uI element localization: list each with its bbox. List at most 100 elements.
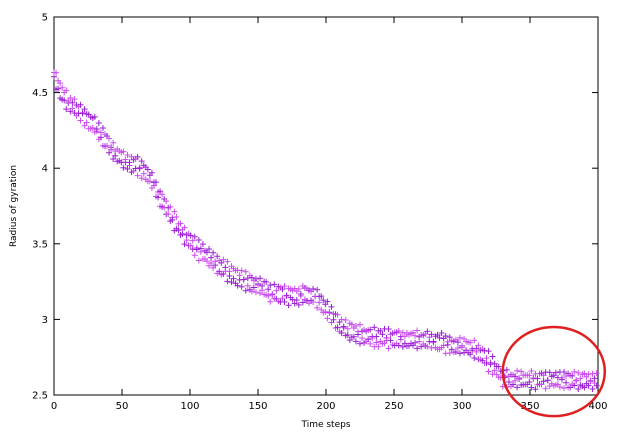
x-tick-label: 0 [51,401,57,412]
data-point [561,385,567,392]
data-point [167,203,174,210]
data-point [169,216,176,223]
data-point [267,282,274,289]
data-point [126,159,133,166]
data-point [128,153,135,160]
data-point [512,373,519,380]
data-point [412,332,419,339]
data-point [69,99,76,106]
data-point [352,338,359,345]
data-point [99,124,106,131]
data-point [585,371,592,378]
data-point [187,242,194,249]
data-point [279,295,286,302]
data-point [269,291,276,298]
data-point [340,323,347,330]
data-point [281,298,288,305]
data-point [244,282,251,289]
data-point [436,334,443,341]
data-point [234,282,241,289]
data-point [438,329,445,336]
data-point [136,165,143,172]
data-point [314,286,321,293]
data-point [148,169,155,176]
data-point [197,248,204,255]
data-point [459,342,465,349]
data-point [248,274,255,281]
data-point [359,335,366,342]
data-point [369,335,376,342]
data-point [297,290,304,297]
data-point [242,287,249,294]
data-point [257,290,264,297]
data-point [534,375,541,382]
data-point [191,233,198,240]
data-point [526,379,533,386]
data-point [224,258,231,265]
data-point [561,369,567,376]
data-point [250,284,257,291]
data-point [440,342,447,349]
data-point [352,322,359,329]
data-point [487,361,494,368]
data-point [193,246,200,253]
data-point [516,374,523,381]
x-tick-label: 350 [520,401,539,412]
data-point [514,367,521,374]
data-point [134,172,141,179]
data-point [89,124,96,131]
data-point [424,328,431,335]
data-point [124,151,131,158]
data-point [293,296,300,303]
data-point [216,268,223,275]
data-point [330,316,337,323]
x-tick-label: 150 [248,401,267,412]
y-tick-label: 4 [42,164,48,175]
data-point [444,341,451,348]
data-point [77,101,84,108]
y-tick-label: 4.5 [32,88,48,99]
data-point [242,268,249,275]
data-point [485,368,492,375]
data-point [195,237,202,244]
data-point [491,367,498,374]
x-tick-label: 300 [452,401,471,412]
data-point [505,379,512,386]
data-point [189,237,196,244]
data-point [373,333,380,340]
plot-border [53,16,599,396]
y-tick-label: 2.5 [32,391,48,402]
y-tick-label: 3 [42,315,48,326]
data-point [395,327,402,334]
data-point [65,98,72,105]
x-tick-label: 50 [116,401,129,412]
data-point [146,178,153,185]
data-point [71,96,78,103]
data-point [342,317,349,324]
data-point [379,331,386,338]
data-point [563,379,570,386]
data-point [542,385,549,392]
data-point [385,345,392,352]
data-point [175,227,182,234]
data-point [112,152,119,159]
data-point [346,337,353,344]
data-point [81,106,88,113]
y-axis-label: Radius of gyration [9,165,19,247]
data-point [238,283,245,290]
data-point [69,105,76,112]
data-point [63,106,70,113]
data-point [514,384,521,391]
data-point [581,384,588,391]
data-point [446,350,453,357]
data-point [456,350,463,357]
data-point [279,286,286,293]
data-point [589,386,596,393]
data-point [173,213,180,220]
data-point [538,381,545,388]
data-point [95,120,102,127]
x-tick-label: 100 [180,401,199,412]
data-point [285,302,292,309]
data-point [93,125,100,132]
data-point [350,333,357,340]
